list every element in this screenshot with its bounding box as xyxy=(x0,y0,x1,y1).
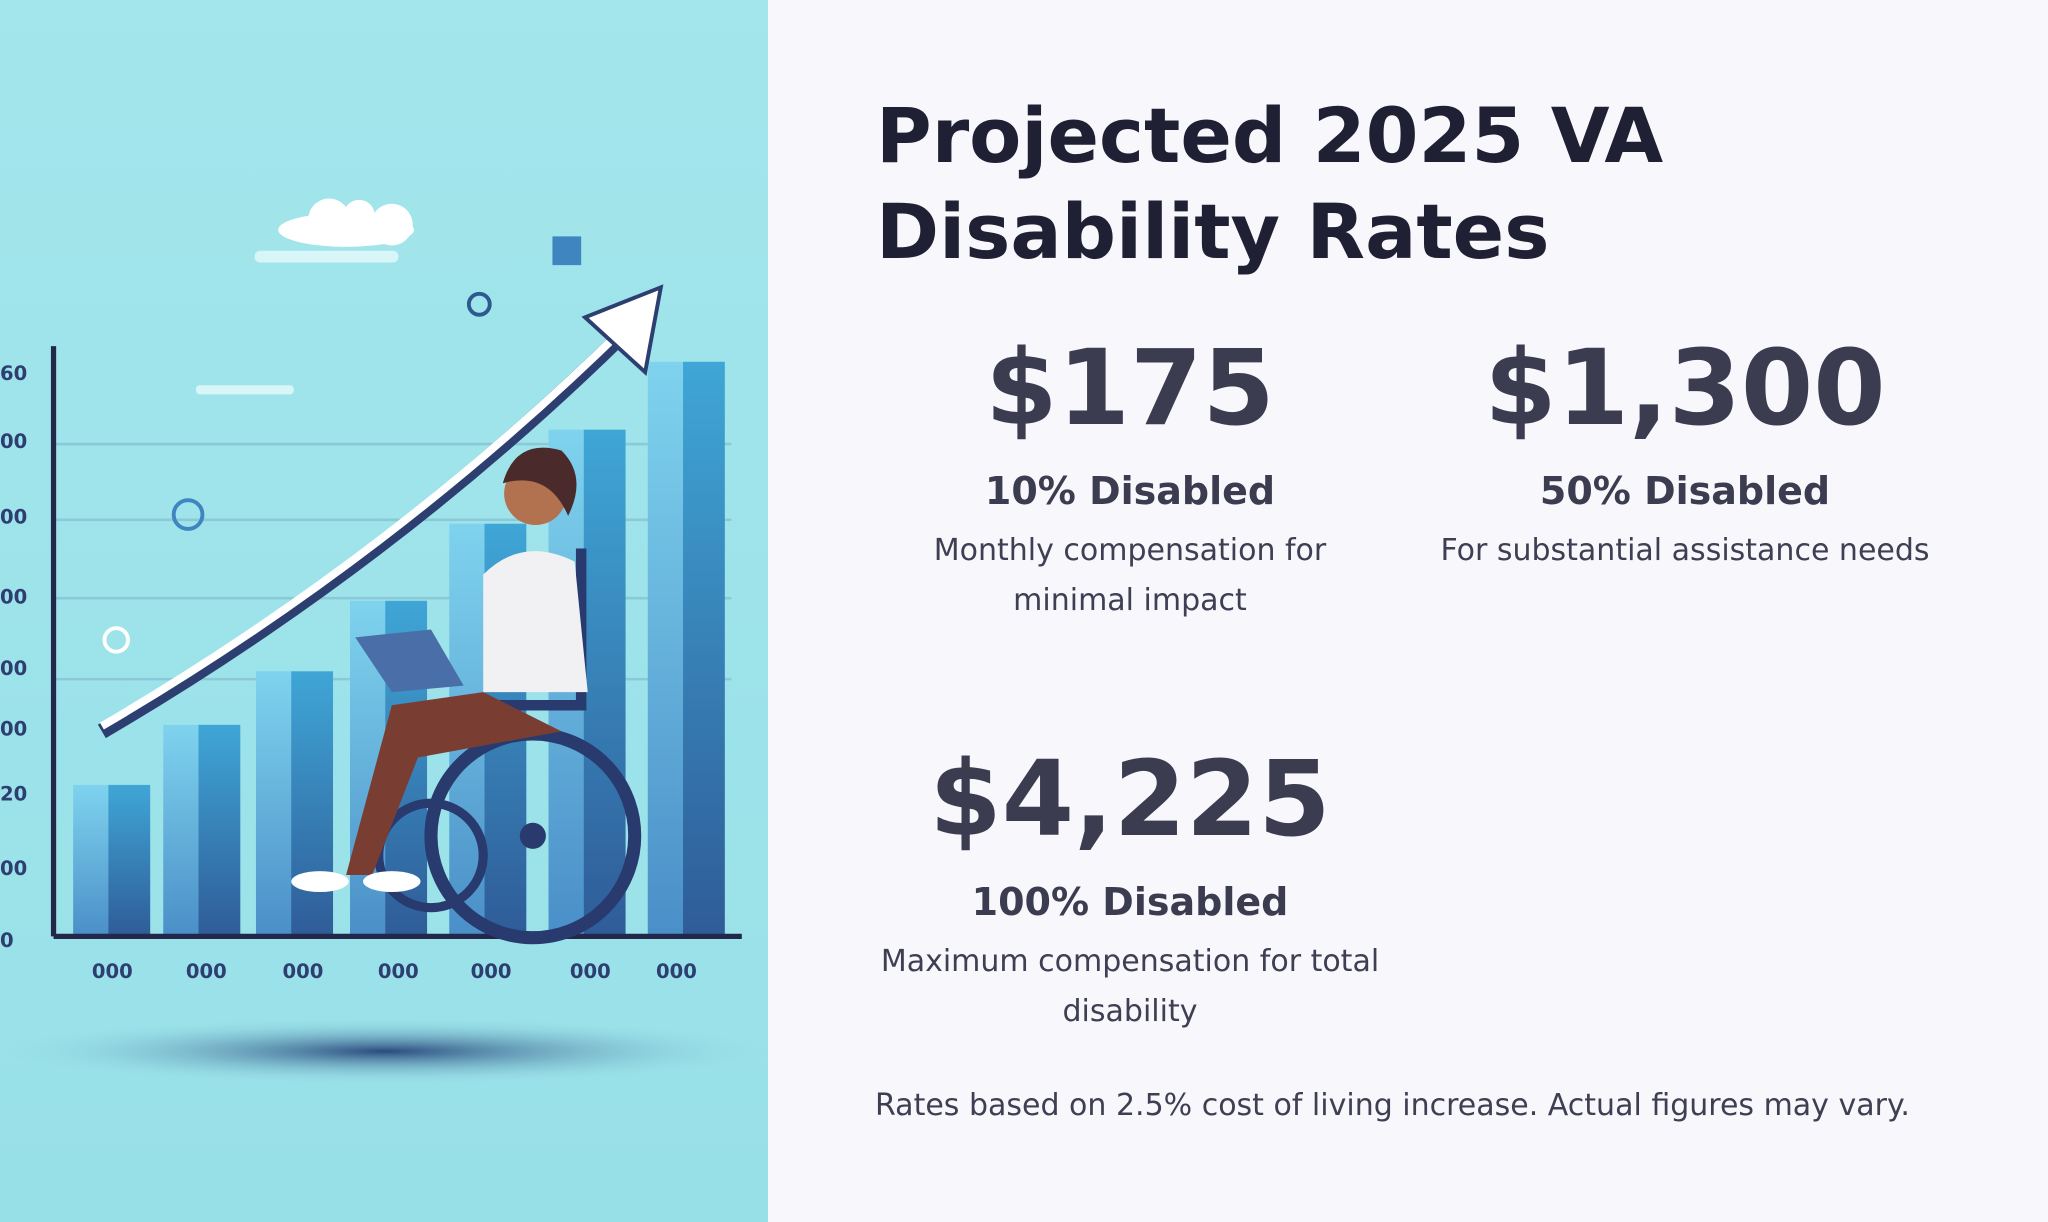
stat-amount: $175 xyxy=(985,327,1275,449)
stat-amount: $1,300 xyxy=(1484,327,1886,449)
x-label: 000 xyxy=(378,960,419,983)
stat-label: 10% Disabled xyxy=(984,469,1276,513)
stat-card: $4,225 100% Disabled Maximum compensatio… xyxy=(860,739,1400,1037)
x-label: 000 xyxy=(656,960,697,983)
shadow xyxy=(0,1017,768,1086)
arrow xyxy=(99,325,628,730)
bar-art xyxy=(647,361,685,937)
y-label: 00 xyxy=(0,430,27,453)
bar-art xyxy=(73,784,110,937)
x-label: 000 xyxy=(92,960,133,983)
y-label: 20 xyxy=(0,783,27,806)
x-label: 000 xyxy=(570,960,611,983)
x-labels: 000 000 000 000 000 000 000 xyxy=(92,960,697,983)
y-label: 60 xyxy=(0,362,27,385)
y-label: 00 xyxy=(0,657,27,680)
arrow-head xyxy=(581,284,664,377)
y-label: 0 xyxy=(0,929,14,952)
shape xyxy=(171,498,205,531)
bar-art xyxy=(683,361,725,937)
stat-card: $1,300 50% Disabled For substantial assi… xyxy=(1415,328,1955,576)
person xyxy=(291,447,642,945)
shape xyxy=(466,291,492,317)
bar-art xyxy=(108,784,151,937)
stat-label: 50% Disabled xyxy=(1539,469,1831,513)
stat-amount: $4,225 xyxy=(929,738,1331,860)
bar-art xyxy=(198,724,241,937)
stat-description: Monthly compensation for minimal impact xyxy=(933,533,1327,618)
bar-art xyxy=(291,671,334,937)
stat-description: For substantial assistance needs xyxy=(1440,533,1930,568)
x-label: 000 xyxy=(186,960,227,983)
x-label: 000 xyxy=(471,960,512,983)
bar-art xyxy=(255,671,293,937)
stat-card: $175 10% Disabled Monthly compensation f… xyxy=(860,328,1400,626)
cloud xyxy=(195,198,415,395)
y-label: 00 xyxy=(0,857,27,880)
x-label: 000 xyxy=(283,960,324,983)
bar-art xyxy=(163,724,200,937)
y-label: 00 xyxy=(0,506,27,529)
y-label: 00 xyxy=(0,585,27,608)
bar-art xyxy=(583,429,626,937)
shape xyxy=(552,236,582,266)
stat-description: Maximum compensation for total disabilit… xyxy=(880,944,1380,1029)
footnote: Rates based on 2.5% cost of living incre… xyxy=(875,1088,1910,1123)
y-label: 00 xyxy=(0,717,27,740)
title: Projected 2025 VA Disability Rates xyxy=(876,91,1664,276)
stat-label: 100% Disabled xyxy=(971,880,1289,924)
shape xyxy=(102,626,130,654)
